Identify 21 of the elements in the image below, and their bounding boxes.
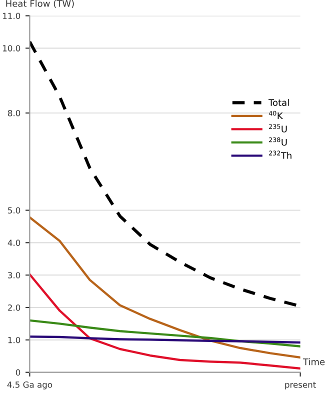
y-tick-label: 0 [16,369,20,376]
line-series [30,273,300,370]
y-tick-label: 5.0 [8,207,20,214]
y-tick-label: 8.0 [8,110,20,116]
legend-label: $^{40}$K [268,110,284,120]
y-axis-title: Heat Flow (TW) [6,0,74,8]
line-series [30,216,300,359]
legend-label: $^{238}$U [269,137,287,146]
y-tick-label: 2.0 [8,304,20,311]
legend-label: $^{235}$U [269,124,287,132]
x-tick-label: present [285,382,316,390]
legend-label: $^{232}$Th [269,150,292,159]
y-tick-label: 10.0 [3,45,20,52]
y-tick-label: 1.0 [8,336,20,344]
y-tick-label: 4.0 [8,240,20,246]
x-tick-label: 4.5 Ga ago [7,382,52,390]
y-tick-label: 3.0 [8,272,20,278]
y-tick-label: 11.0 [3,12,20,20]
line-series [30,319,300,348]
legend-label: Total [268,98,289,106]
x-axis-title: Time [302,358,325,366]
